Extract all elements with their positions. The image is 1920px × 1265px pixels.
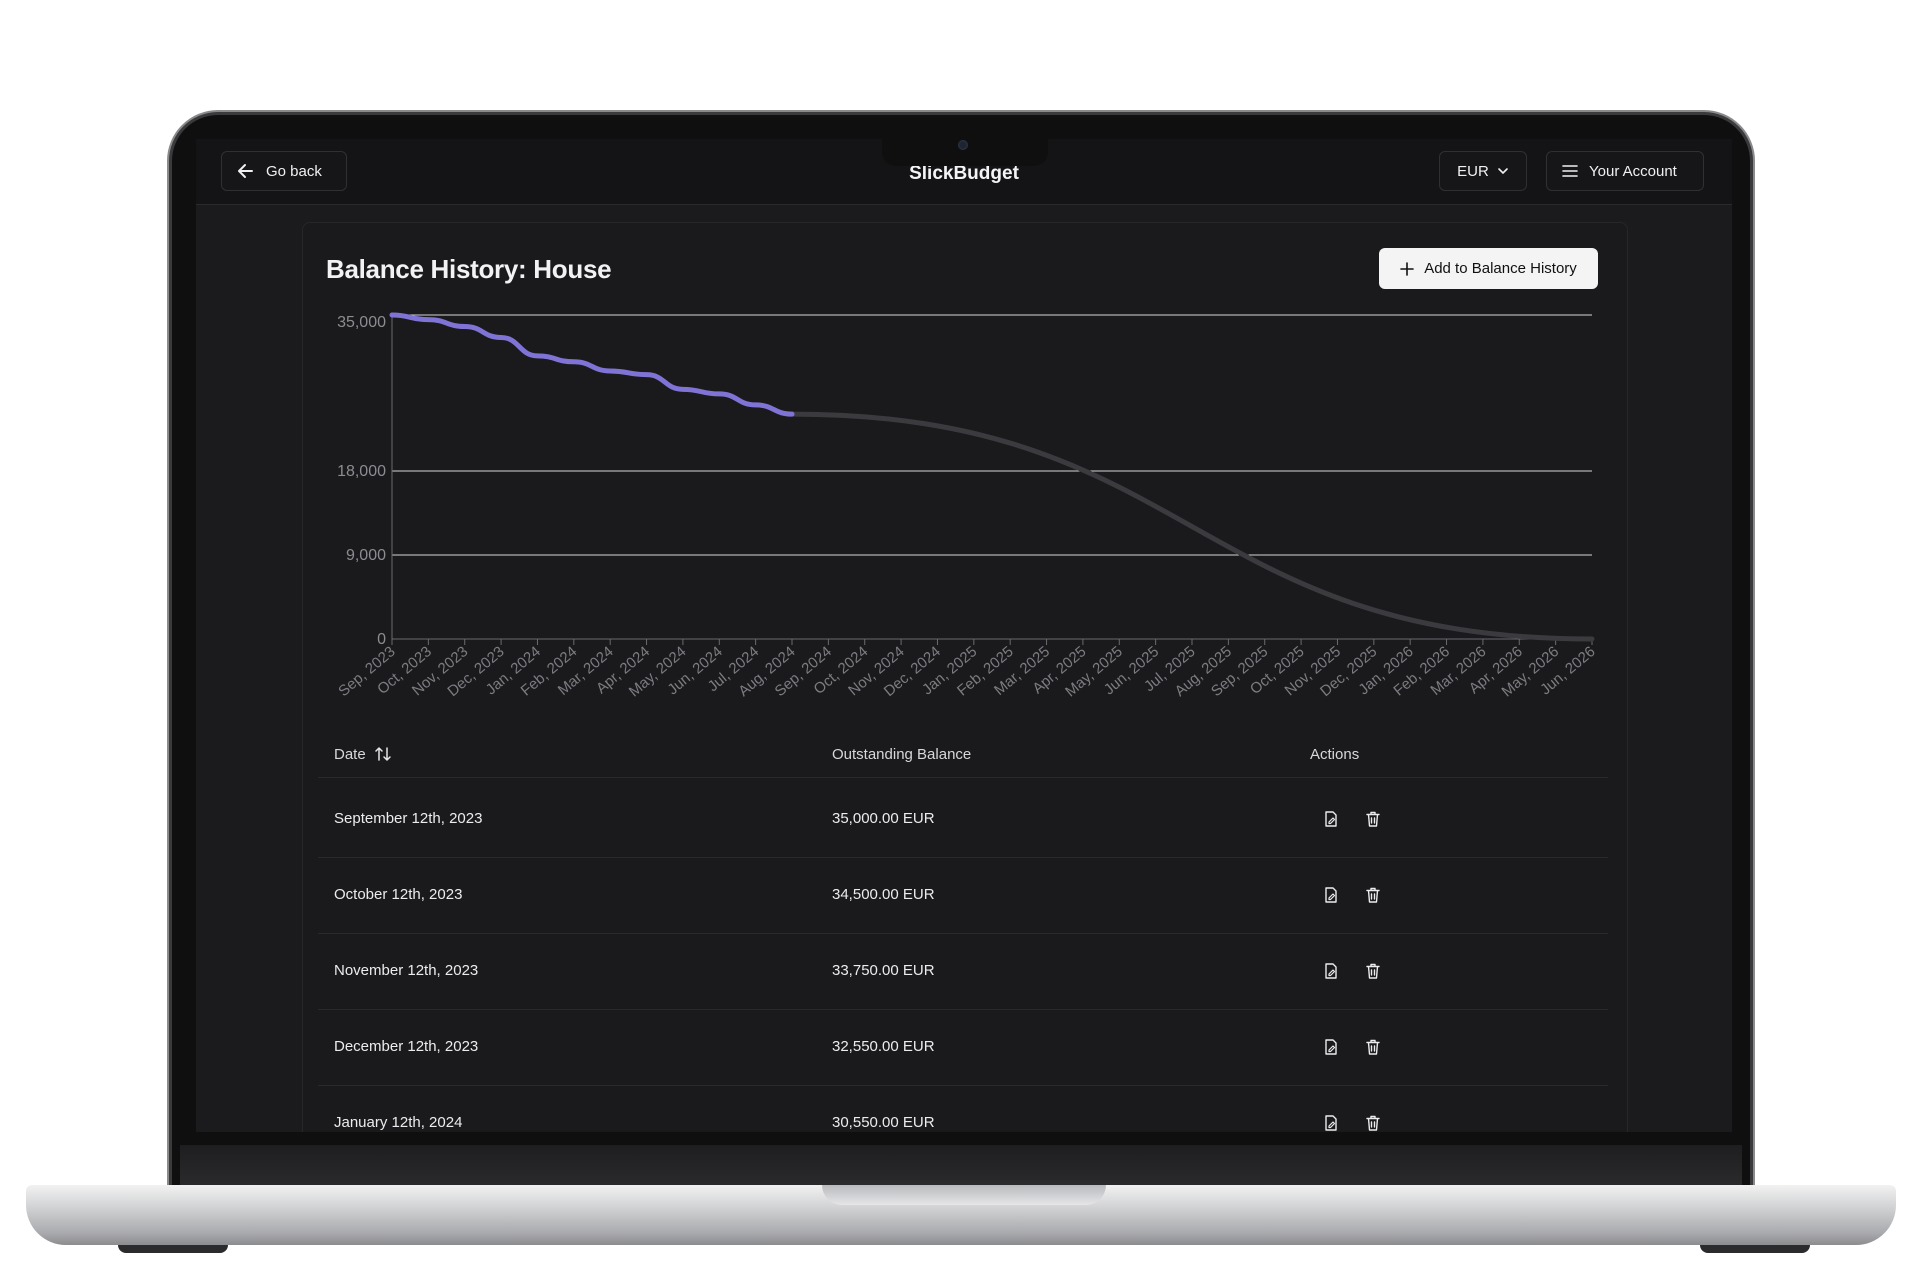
add-button-label: Add to Balance History <box>1424 260 1577 277</box>
sort-icon[interactable] <box>374 745 392 763</box>
row-balance: 30,550.00 EUR <box>832 1114 935 1131</box>
top-bar: Go back SlickBudget EUR Your Account <box>196 139 1732 205</box>
app-title: SlickBudget <box>909 163 1019 184</box>
laptop-foot <box>118 1245 228 1253</box>
currency-value: EUR <box>1457 162 1489 180</box>
edit-icon[interactable] <box>1320 884 1342 906</box>
laptop-bezel-bottom <box>180 1145 1742 1185</box>
trash-icon[interactable] <box>1362 884 1384 906</box>
trash-icon[interactable] <box>1362 960 1384 982</box>
arrow-left-icon <box>238 164 253 178</box>
your-account-label: Your Account <box>1589 162 1677 180</box>
camera-icon <box>958 140 968 150</box>
plus-icon <box>1400 261 1415 276</box>
trash-icon[interactable] <box>1362 1112 1384 1132</box>
add-to-balance-history-button[interactable]: Add to Balance History <box>1379 248 1598 289</box>
row-balance: 33,750.00 EUR <box>832 962 935 979</box>
edit-icon[interactable] <box>1320 960 1342 982</box>
row-balance: 32,550.00 EUR <box>832 1038 935 1055</box>
row-divider <box>318 933 1608 934</box>
row-date: January 12th, 2024 <box>334 1114 463 1131</box>
row-date: September 12th, 2023 <box>334 810 483 827</box>
laptop-foot <box>1700 1245 1810 1253</box>
balance-history-card <box>302 222 1628 1132</box>
row-balance: 34,500.00 EUR <box>832 886 935 903</box>
trash-icon[interactable] <box>1362 1036 1384 1058</box>
date-column-header[interactable]: Date <box>334 746 366 763</box>
edit-icon[interactable] <box>1320 1112 1342 1132</box>
y-tick-label: 35,000 <box>337 314 386 331</box>
row-balance: 35,000.00 EUR <box>832 810 935 827</box>
laptop-base-notch <box>822 1185 1106 1205</box>
row-divider <box>318 777 1608 778</box>
go-back-label: Go back <box>266 162 322 180</box>
balance-column-header: Outstanding Balance <box>832 746 972 763</box>
edit-icon[interactable] <box>1320 808 1342 830</box>
row-date: November 12th, 2023 <box>334 962 479 979</box>
menu-icon <box>1562 165 1578 177</box>
projection-series-line <box>789 411 1595 642</box>
row-divider <box>318 857 1608 858</box>
your-account-button[interactable]: Your Account <box>1546 151 1704 191</box>
y-tick-label: 9,000 <box>346 547 386 564</box>
edit-icon[interactable] <box>1320 1036 1342 1058</box>
go-back-button[interactable]: Go back <box>221 151 347 191</box>
currency-select[interactable]: EUR <box>1439 151 1527 191</box>
chevron-down-icon <box>1498 168 1508 175</box>
y-tick-label: 18,000 <box>337 463 386 480</box>
screen: Go back SlickBudget EUR Your Account Bal… <box>196 139 1732 1132</box>
row-divider <box>318 1085 1608 1086</box>
page-title: Balance History: House <box>326 254 612 284</box>
trash-icon[interactable] <box>1362 808 1384 830</box>
row-date: October 12th, 2023 <box>334 886 463 903</box>
balance-series-line <box>389 312 795 417</box>
row-divider <box>318 1009 1608 1010</box>
row-date: December 12th, 2023 <box>334 1038 479 1055</box>
actions-column-header: Actions <box>1310 746 1360 763</box>
y-tick-label: 0 <box>377 631 386 648</box>
